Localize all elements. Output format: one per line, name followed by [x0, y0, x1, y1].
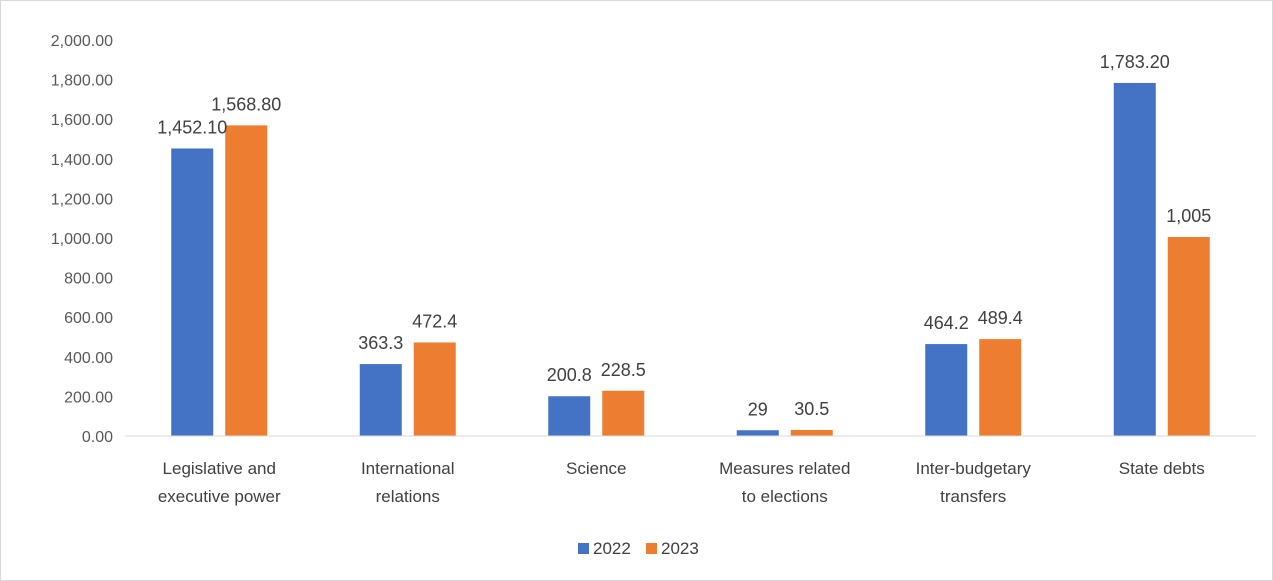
bar-2022 [171, 148, 214, 437]
y-tick-label: 1,400.00 [51, 152, 113, 169]
x-category-label: State debts [1119, 459, 1205, 478]
data-label-2023: 228.5 [601, 360, 646, 380]
bar-2022 [925, 344, 968, 436]
x-category-label: International [361, 459, 455, 478]
x-category-label: Legislative and [163, 459, 276, 478]
y-tick-label: 1,600.00 [51, 112, 113, 129]
y-tick-label: 600.00 [64, 310, 113, 327]
x-category-label: to elections [742, 487, 828, 506]
bars [171, 82, 1210, 437]
y-tick-label: 1,800.00 [51, 73, 113, 90]
y-tick-label: 1,000.00 [51, 231, 113, 248]
y-tick-label: 2,000.00 [51, 33, 113, 50]
y-tick-label: 400.00 [64, 350, 113, 367]
legend-label-2023: 2023 [661, 539, 699, 558]
y-tick-label: 0.00 [82, 429, 113, 446]
y-tick-label: 1,200.00 [51, 191, 113, 208]
y-axis: 0.00 200.00 400.00 600.00 800.00 1,000.00 1,20… [51, 33, 113, 446]
y-tick-label: 800.00 [64, 271, 113, 288]
legend: 2022 2023 [578, 539, 699, 558]
bar-2022 [736, 430, 779, 436]
bar-2023 [225, 125, 268, 437]
data-label-2022: 464.2 [924, 313, 969, 333]
legend-swatch-2022 [578, 543, 589, 554]
data-label-2023: 472.4 [412, 311, 457, 331]
x-category-label: Inter-budgetary [916, 459, 1032, 478]
bar-2023 [413, 342, 456, 436]
x-category-label: executive power [158, 487, 281, 506]
data-label-2022: 1,452.10 [157, 117, 227, 137]
data-label-2022: 200.8 [547, 365, 592, 385]
legend-swatch-2023 [646, 543, 657, 554]
data-label-2022: 1,783.20 [1100, 52, 1170, 72]
x-category-label: relations [376, 487, 440, 506]
bar-2023 [979, 339, 1022, 436]
bar-2022 [548, 396, 591, 436]
data-labels: 1,452.10 1,568.80 363.3 472.4 200.8 228.5 29 30… [157, 52, 1211, 419]
bar-2023 [1167, 237, 1210, 436]
x-axis: Legislative and executive power Internatio… [125, 435, 1256, 506]
bar-2023 [790, 429, 833, 436]
bar-2022 [359, 364, 402, 436]
x-category-label: Measures related [719, 459, 850, 478]
data-label-2023: 30.5 [794, 399, 829, 419]
data-label-2023: 1,568.80 [211, 94, 281, 114]
y-tick-label: 200.00 [64, 389, 113, 406]
bar-2023 [602, 390, 645, 436]
data-label-2022: 363.3 [358, 333, 403, 353]
x-category-label: transfers [940, 487, 1006, 506]
bar-2022 [1113, 82, 1156, 437]
data-label-2022: 29 [748, 399, 768, 419]
data-label-2023: 1,005 [1166, 206, 1211, 226]
data-label-2023: 489.4 [978, 308, 1023, 328]
legend-label-2022: 2022 [593, 539, 631, 558]
x-category-label: Science [566, 459, 626, 478]
